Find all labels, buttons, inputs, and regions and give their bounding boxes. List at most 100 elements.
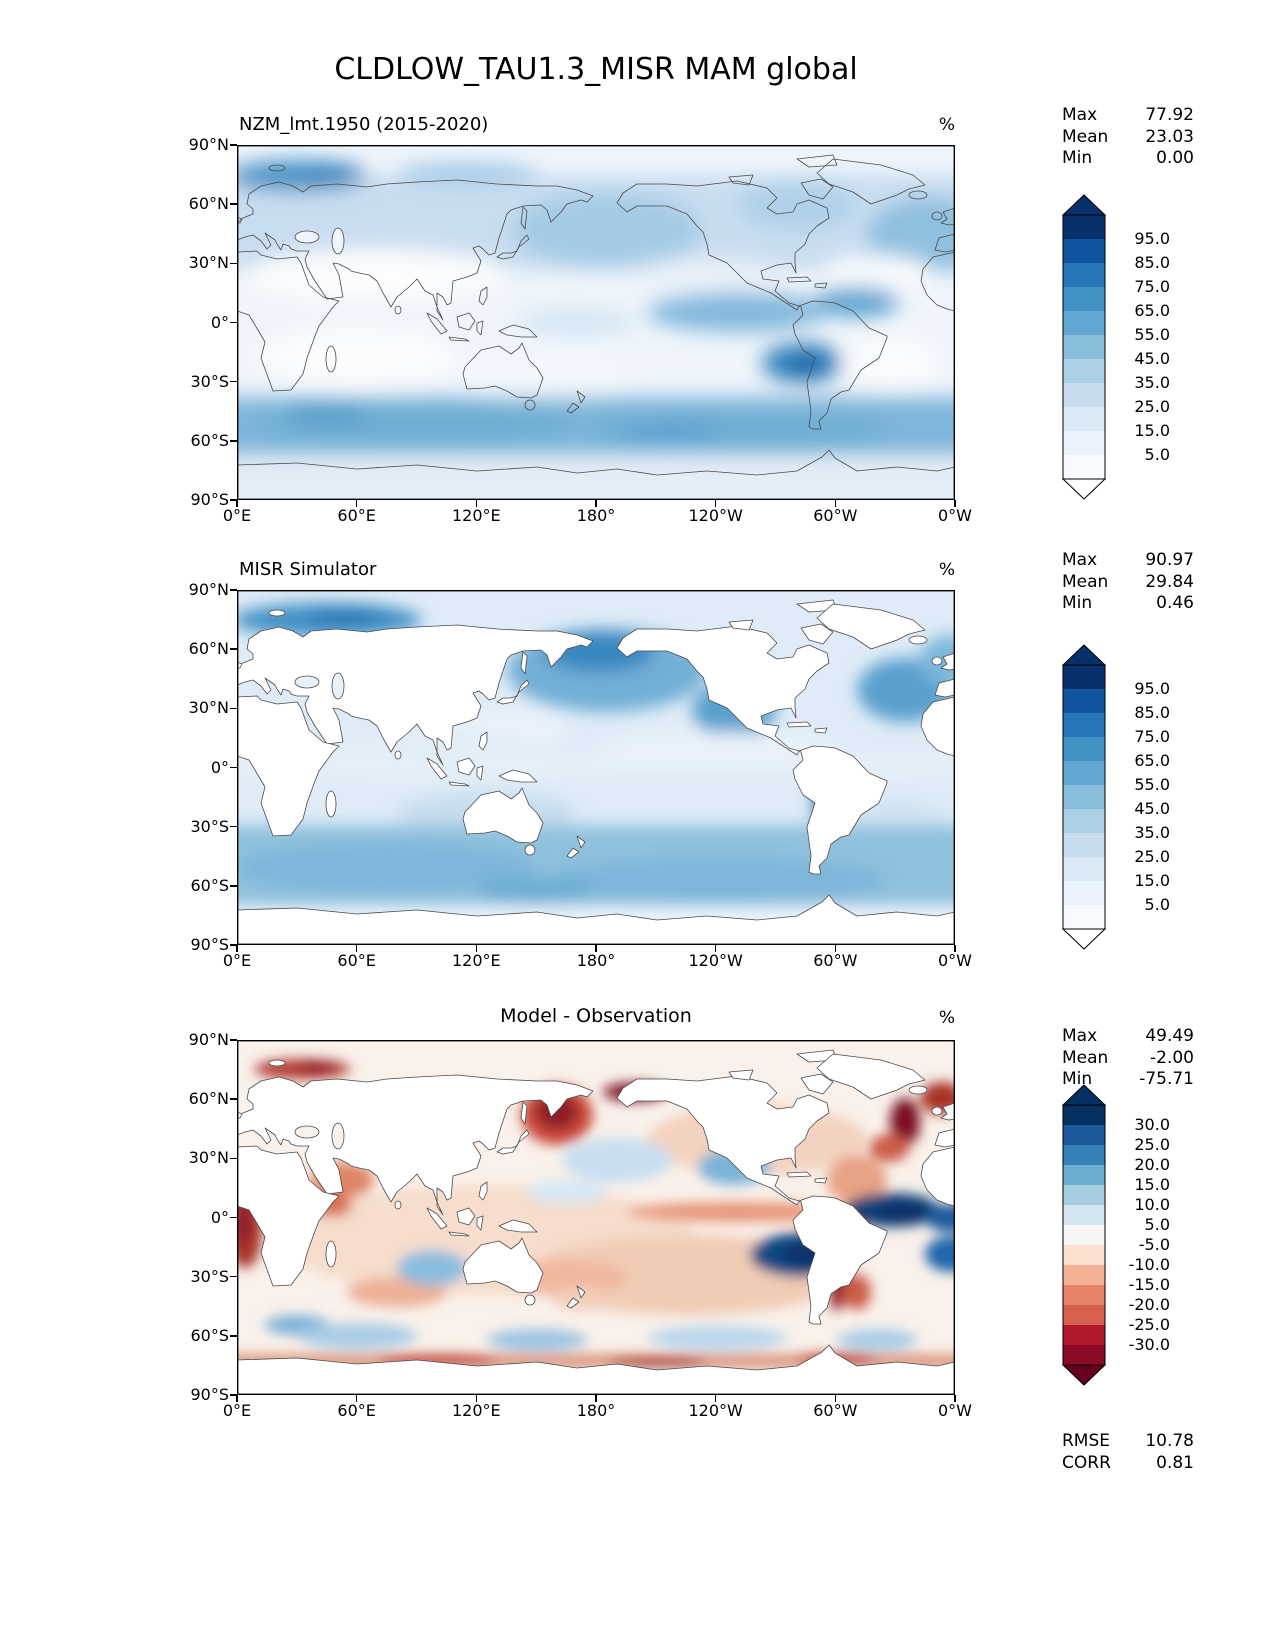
stat-row: Min -75.71 bbox=[1062, 1069, 1194, 1091]
colorbar-svg bbox=[1061, 1084, 1107, 1386]
lon-tick-mark bbox=[714, 945, 717, 952]
colorbar-tick-label: -10.0 bbox=[1128, 1255, 1170, 1274]
max-label: Max bbox=[1062, 105, 1098, 125]
lon-tick-label: 120°E bbox=[452, 951, 501, 970]
stat-row: Min 0.00 bbox=[1062, 148, 1194, 170]
lon-tick-label: 60°W bbox=[813, 506, 858, 525]
lon-tick-label: 120°W bbox=[688, 1401, 743, 1420]
panel1-stats: Max 77.92 Mean 23.03 Min 0.00 bbox=[1062, 105, 1194, 170]
lat-tick-label: 90°N bbox=[188, 580, 229, 599]
panel3-subtitle: Model - Observation bbox=[500, 1005, 692, 1027]
lon-tick-label: 60°E bbox=[337, 951, 376, 970]
colorbar-tick-label: 20.0 bbox=[1134, 1155, 1170, 1174]
map-frame bbox=[237, 590, 955, 945]
world-map-model bbox=[237, 145, 955, 500]
lat-tick-label: 60°N bbox=[188, 1089, 229, 1109]
rmse-value: 10.78 bbox=[1145, 1431, 1194, 1451]
lat-tick-mark bbox=[230, 1157, 237, 1160]
lat-tick-mark bbox=[230, 766, 237, 769]
lat-tick-label: 60°S bbox=[190, 430, 229, 450]
stat-row: Mean -2.00 bbox=[1062, 1048, 1194, 1070]
stat-row: Mean 29.84 bbox=[1062, 572, 1194, 594]
lon-tick-mark bbox=[595, 945, 597, 952]
colorbar-tick-label: 25.0 bbox=[1134, 1135, 1170, 1154]
colorbar-tick-label: 30.0 bbox=[1134, 1115, 1170, 1134]
lat-tick-label: 0° bbox=[210, 312, 229, 332]
lon-tick-mark bbox=[714, 500, 717, 507]
colorbar-tick-label: -5.0 bbox=[1138, 1235, 1170, 1254]
figure-title: CLDLOW_TAU1.3_MISR MAM global bbox=[334, 52, 858, 87]
lat-tick-mark bbox=[230, 648, 237, 650]
lon-tick-label: 120°E bbox=[452, 1401, 501, 1420]
colorbar-tick-label: -25.0 bbox=[1128, 1315, 1170, 1334]
colorbar-tick-label: 85.0 bbox=[1134, 253, 1170, 272]
mean-label: Mean bbox=[1062, 126, 1109, 147]
lat-tick-mark bbox=[230, 1039, 237, 1041]
panel3-stats: Max 49.49 Mean -2.00 Min -75.71 bbox=[1062, 1026, 1194, 1091]
lon-tick-mark bbox=[355, 500, 358, 507]
colorbar-svg bbox=[1061, 644, 1107, 950]
lat-tick-mark bbox=[230, 1216, 237, 1219]
min-label: Min bbox=[1062, 1069, 1093, 1089]
panel3-map: 90°N 60°N 30°N 0° 30°S 60°S 90°S 0°E 60°E 120°E 18… bbox=[189, 1030, 972, 1420]
colorbar-tick-label: 15.0 bbox=[1134, 1175, 1170, 1194]
lon-tick-label: 60°E bbox=[337, 506, 376, 525]
min-value: 0.46 bbox=[1156, 593, 1194, 613]
lon-tick-mark bbox=[236, 945, 238, 952]
lat-tick-mark bbox=[230, 380, 237, 383]
lat-tick-label: 60°N bbox=[188, 194, 229, 214]
lat-tick-label: 0° bbox=[210, 757, 229, 777]
lat-tick-label: 30°N bbox=[188, 253, 229, 273]
colorbar-tick-label: 35.0 bbox=[1134, 823, 1170, 842]
lat-tick-label: 90°N bbox=[188, 135, 229, 154]
lon-tick-label: 120°W bbox=[688, 951, 743, 970]
lon-tick-label: 0°W bbox=[938, 951, 972, 970]
lon-tick-mark bbox=[475, 945, 478, 952]
lon-tick-mark bbox=[954, 500, 956, 507]
metric-row: RMSE 10.78 bbox=[1062, 1430, 1194, 1452]
lon-tick-label: 120°W bbox=[688, 506, 743, 525]
rmse-label: RMSE bbox=[1062, 1431, 1111, 1451]
colorbar-tick-label: 45.0 bbox=[1134, 799, 1170, 818]
colorbar-tick-label: 85.0 bbox=[1134, 703, 1170, 722]
lon-tick-label: 180° bbox=[576, 951, 616, 970]
caspian-sea bbox=[331, 1122, 345, 1150]
lat-tick-mark bbox=[230, 1098, 237, 1100]
lat-tick-mark bbox=[230, 885, 237, 887]
colorbar-tick-label: -15.0 bbox=[1128, 1275, 1170, 1294]
lat-tick-label: 60°S bbox=[190, 875, 229, 895]
lat-tick-label: 30°S bbox=[190, 816, 229, 836]
max-value: 77.92 bbox=[1145, 105, 1194, 125]
colorbar-tick-label: 25.0 bbox=[1134, 397, 1170, 416]
lon-tick-mark bbox=[954, 1395, 956, 1402]
mean-value: 23.03 bbox=[1145, 126, 1194, 147]
mean-label: Mean bbox=[1062, 571, 1109, 592]
max-value: 90.97 bbox=[1145, 550, 1194, 570]
lat-tick-mark bbox=[230, 825, 237, 828]
black-sea bbox=[294, 1125, 320, 1139]
lon-tick-label: 60°E bbox=[337, 1401, 376, 1420]
colorbar-svg bbox=[1061, 194, 1107, 500]
stat-row: Mean 23.03 bbox=[1062, 127, 1194, 149]
metric-row: CORR 0.81 bbox=[1062, 1452, 1194, 1474]
max-label: Max bbox=[1062, 1026, 1098, 1046]
panel2-stats: Max 90.97 Mean 29.84 Min 0.46 bbox=[1062, 550, 1194, 615]
lon-tick-mark bbox=[714, 1395, 717, 1402]
lat-tick-mark bbox=[230, 707, 237, 710]
colorbar-tick-label: 5.0 bbox=[1144, 1215, 1170, 1234]
lon-tick-label: 0°W bbox=[938, 1401, 972, 1420]
lat-tick-mark bbox=[230, 1335, 237, 1337]
min-value: 0.00 bbox=[1156, 148, 1194, 168]
colorbar-tick-label: 10.0 bbox=[1134, 1195, 1170, 1214]
corr-value: 0.81 bbox=[1156, 1453, 1194, 1473]
lat-tick-mark bbox=[230, 144, 237, 146]
lon-tick-mark bbox=[355, 945, 358, 952]
stat-row: Max 90.97 bbox=[1062, 550, 1194, 572]
colorbar-tick-label: 35.0 bbox=[1134, 373, 1170, 392]
panel1-map: 90°N 60°N 30°N 0° 30°S 60°S 90°S 0°E 60°E 120°E 18… bbox=[189, 135, 972, 525]
lat-tick-mark bbox=[230, 203, 237, 205]
panel3-metrics: RMSE 10.78 CORR 0.81 bbox=[1062, 1430, 1194, 1474]
min-label: Min bbox=[1062, 148, 1093, 168]
stat-row: Min 0.46 bbox=[1062, 593, 1194, 615]
stat-row: Max 77.92 bbox=[1062, 105, 1194, 127]
